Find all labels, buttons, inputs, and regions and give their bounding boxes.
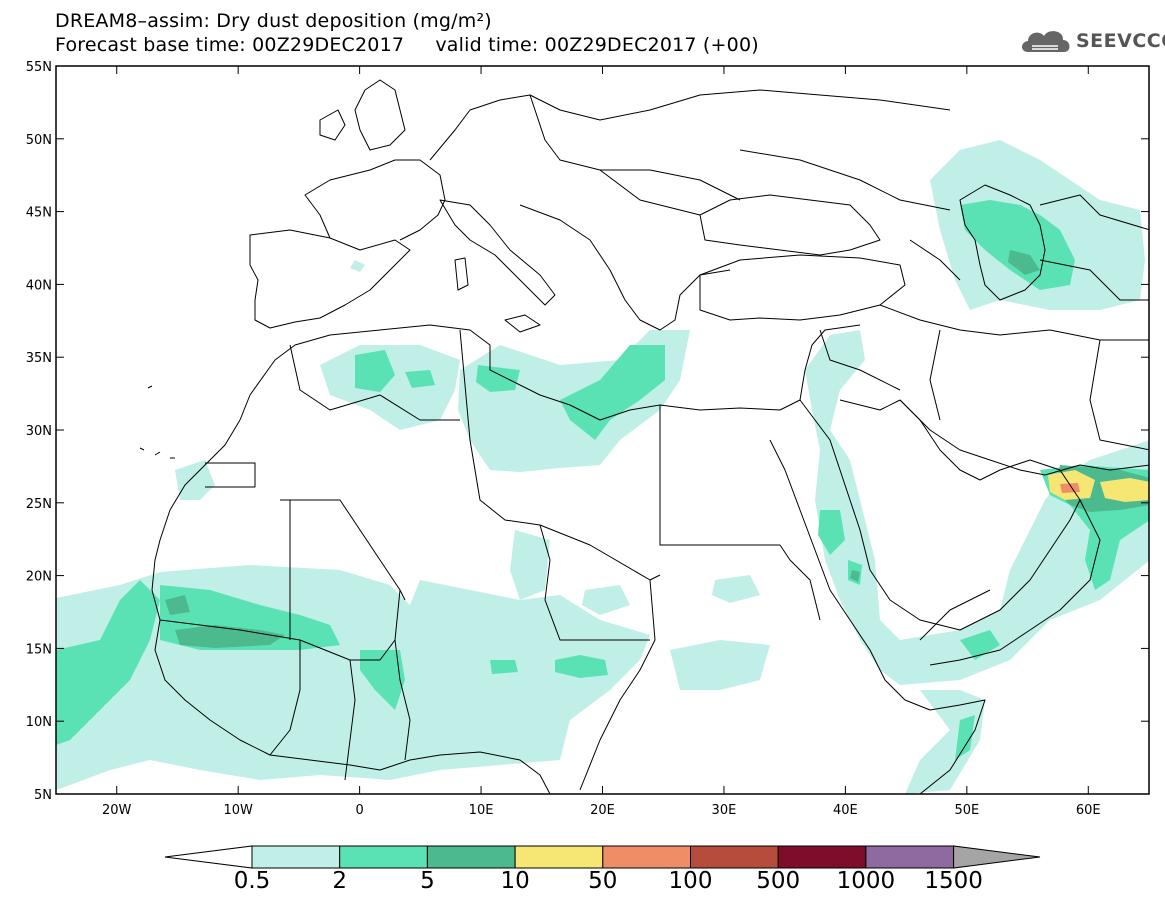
latitude-labels: 55N 50N 45N 40N 35N 30N 25N 20N 15N 10N 5N xyxy=(26,60,52,803)
lat-tick-label: 25N xyxy=(26,497,52,512)
lat-tick-label: 15N xyxy=(26,642,52,657)
lon-tick-label: 30E xyxy=(712,803,737,818)
colorbar-label: 10 xyxy=(500,868,530,894)
colorbar-low-arrow xyxy=(164,845,253,869)
colorbar-swatch xyxy=(690,845,779,869)
colorbar-label: 1000 xyxy=(836,868,896,894)
lon-tick-label: 0 xyxy=(355,803,363,818)
lon-tick-label: 40E xyxy=(833,803,858,818)
lat-tick-label: 35N xyxy=(26,351,52,366)
colorbar-label: 1500 xyxy=(924,868,983,894)
colorbar-swatch xyxy=(339,845,428,869)
lon-tick-label: 20W xyxy=(102,803,132,818)
lat-tick-label: 45N xyxy=(26,206,52,221)
lat-tick-label: 55N xyxy=(26,60,52,75)
colorbar-label: 5 xyxy=(420,868,435,894)
colorbar-swatch xyxy=(426,845,516,869)
lon-tick-label: 50E xyxy=(954,803,979,818)
longitude-labels: 20W 10W 0 10E 20E 30E 40E 50E 60E xyxy=(102,803,1101,818)
latitude-ticks xyxy=(56,65,1149,795)
lon-tick-label: 20E xyxy=(590,803,615,818)
lat-tick-label: 50N xyxy=(26,133,52,148)
lat-tick-label: 10N xyxy=(26,715,52,730)
colorbar-label: 100 xyxy=(668,868,713,894)
colorbar-swatch xyxy=(514,845,604,869)
lat-tick-label: 40N xyxy=(26,278,52,293)
longitude-ticks xyxy=(116,66,1089,794)
lat-tick-label: 30N xyxy=(26,424,52,439)
seevccc-logo: SEEVCCC xyxy=(1018,22,1165,58)
lon-tick-label: 10W xyxy=(223,803,253,818)
lon-tick-label: 60E xyxy=(1076,803,1101,818)
dust-deposition-field xyxy=(56,140,1149,794)
colorbar-high-arrow xyxy=(953,845,1041,869)
forecast-times: Forecast base time: 00Z29DEC2017 valid t… xyxy=(55,34,759,56)
colorbar-label: 50 xyxy=(588,868,618,894)
colorbar-label: 500 xyxy=(756,868,801,894)
lon-tick-label: 10E xyxy=(469,803,494,818)
lat-tick-label: 5N xyxy=(34,788,52,803)
colorbar-label: 2 xyxy=(332,868,348,894)
logo-text: SEEVCCC xyxy=(1076,30,1165,52)
colorbar-label: 0.5 xyxy=(233,868,271,894)
colorbar-swatch xyxy=(777,845,867,869)
colorbar-swatch xyxy=(602,845,691,869)
coastlines-borders xyxy=(139,79,1149,794)
cloud-logo-icon xyxy=(1022,31,1070,52)
colorbar-swatch xyxy=(865,845,955,869)
map-title: DREAM8–assim: Dry dust deposition (mg/m²… xyxy=(55,10,492,32)
colorbar-swatch xyxy=(251,845,341,869)
lat-tick-label: 20N xyxy=(26,570,52,585)
colorbar xyxy=(164,845,1041,869)
